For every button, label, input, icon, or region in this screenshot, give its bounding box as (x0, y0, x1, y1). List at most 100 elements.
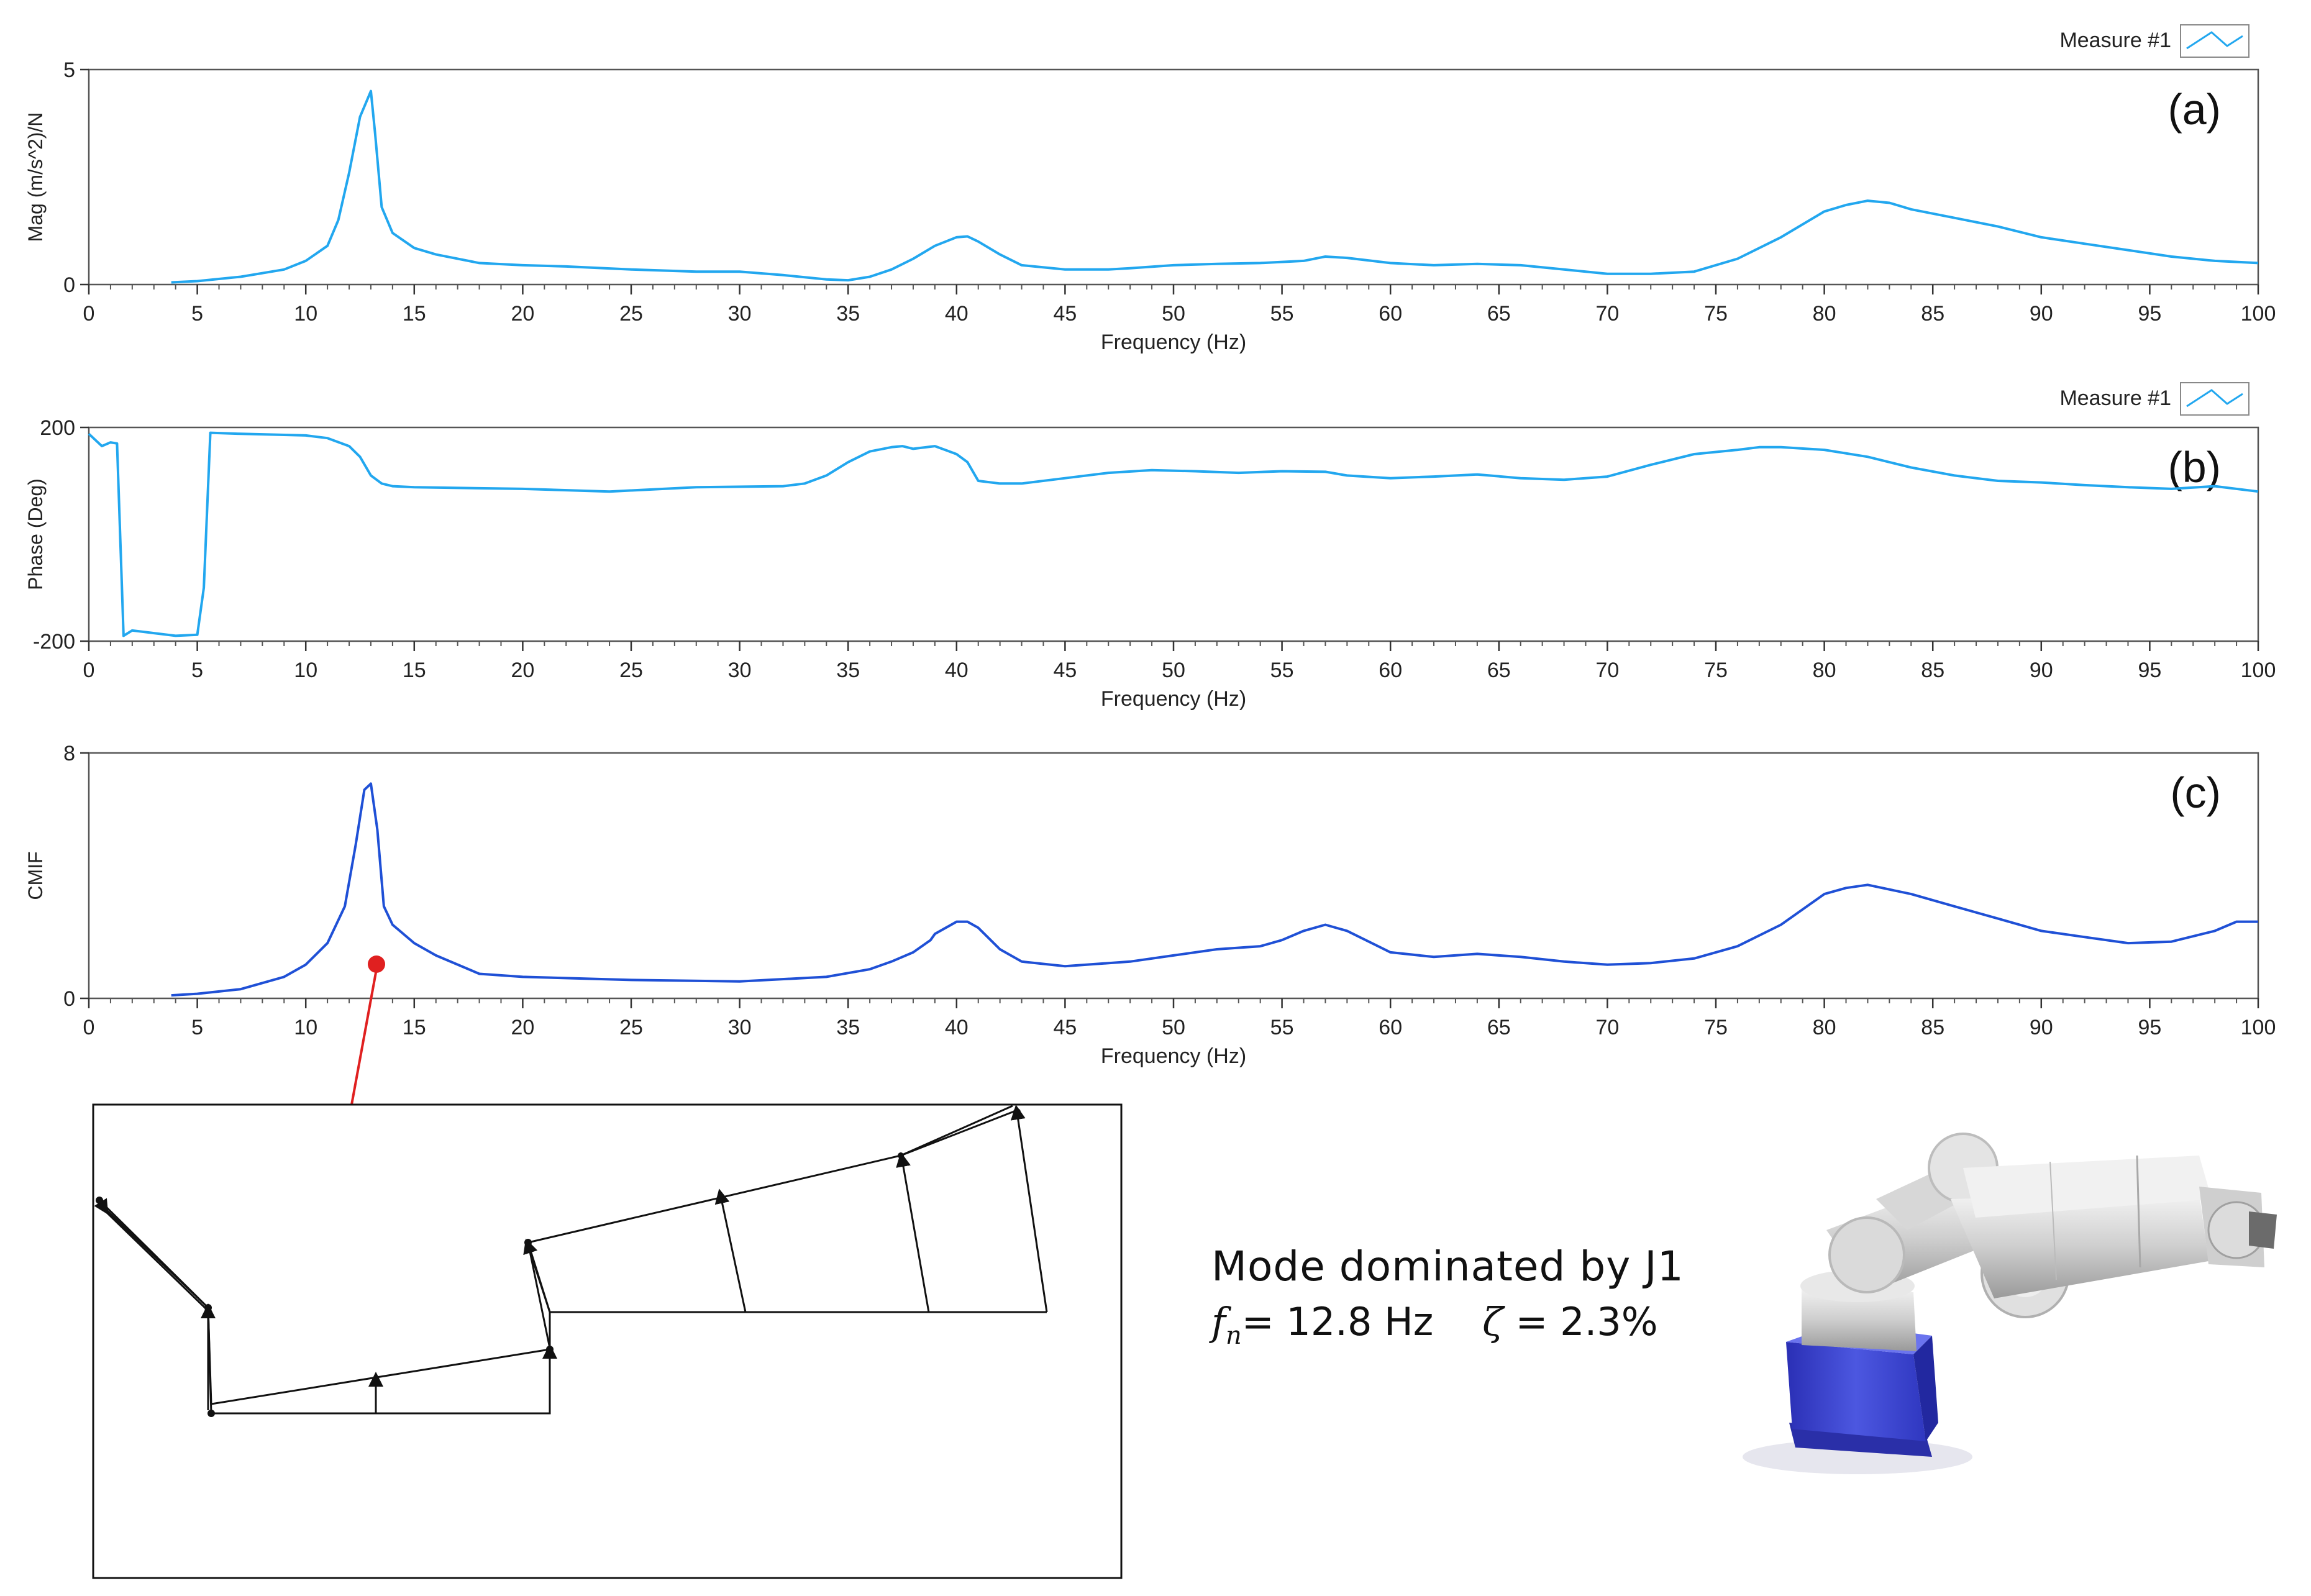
x-tick-label: 70 (1595, 1016, 1619, 1039)
x-tick-label: 90 (2030, 659, 2053, 682)
x-tick-label: 45 (1053, 302, 1077, 326)
x-tick-label: 50 (1162, 302, 1185, 326)
x-tick-label: 60 (1379, 659, 1402, 682)
x-tick-label: 70 (1595, 659, 1619, 682)
y-tick-label: 200 (40, 416, 75, 440)
deformed-tip (900, 1108, 1019, 1157)
x-tick-label: 10 (294, 1016, 317, 1039)
x-tick-label: 50 (1162, 659, 1185, 682)
x-tick-label: 90 (2030, 1016, 2053, 1039)
x-tick-label: 45 (1053, 659, 1077, 682)
series-line (171, 89, 2259, 284)
x-tick-label: 30 (728, 1016, 752, 1039)
plot-area-frame (88, 68, 2259, 286)
x-tick-label: 100 (2241, 1016, 2276, 1039)
zeta-symbol: ζ (1482, 1299, 1503, 1344)
x-tick-label: 35 (836, 302, 860, 326)
x-tick-label: 85 (1921, 302, 1944, 326)
x-tick-label: 50 (1162, 1016, 1185, 1039)
x-tick-label: 95 (2138, 1016, 2161, 1039)
x-tick-label: 65 (1487, 1016, 1511, 1039)
x-tick-label: 70 (1595, 302, 1619, 326)
x-tick-label: 25 (619, 659, 643, 682)
legend-swatch-box (2180, 24, 2249, 58)
fn-subscript: n (1225, 1321, 1242, 1350)
mode-parameters: fn= 12.8 Hz ζ = 2.3% (1211, 1299, 1684, 1350)
series-line (88, 431, 2259, 637)
x-tick-label: 75 (1704, 659, 1728, 682)
x-tick-label: 45 (1053, 1016, 1077, 1039)
x-tick-label: 55 (1270, 659, 1294, 682)
x-tick-label: 95 (2138, 302, 2161, 326)
x-tick-label: 80 (1813, 659, 1836, 682)
x-axis-label: Frequency (Hz) (1101, 1044, 1246, 1068)
x-tick-label: 65 (1487, 659, 1511, 682)
picked-peak-marker[interactable] (368, 955, 385, 973)
disp-arrow-6 (1010, 1105, 1048, 1313)
x-tick-label: 95 (2138, 659, 2161, 682)
x-tick-label: 35 (836, 659, 860, 682)
mode-shape-frame (92, 1103, 1123, 1579)
x-tick-label: 0 (83, 302, 95, 326)
mode-shape-panel (92, 1103, 1123, 1579)
plot-area-frame (88, 752, 2259, 1000)
legend-swatch-box (2180, 382, 2249, 416)
y-axis-label: CMIF (24, 851, 47, 900)
x-tick-label: 60 (1379, 1016, 1402, 1039)
legend-swatch-line (2186, 389, 2243, 408)
x-tick-label: 35 (836, 1016, 860, 1039)
x-tick-label: 30 (728, 302, 752, 326)
x-axis-label: Frequency (Hz) (1101, 687, 1246, 711)
x-tick-label: 90 (2030, 302, 2053, 326)
zeta-value: = 2.3% (1515, 1299, 1658, 1344)
y-tick-label: 0 (63, 273, 75, 297)
x-tick-label: 25 (619, 302, 643, 326)
panel-label: (b) (2167, 443, 2221, 491)
y-tick-label: 8 (63, 742, 75, 765)
x-tick-label: 40 (945, 659, 969, 682)
panel-label: (a) (2167, 85, 2221, 134)
disp-arrow-5 (896, 1152, 930, 1313)
x-tick-label: 75 (1704, 302, 1728, 326)
y-tick-label: 0 (63, 987, 75, 1011)
disp-arrow-3 (523, 1238, 551, 1313)
y-tick-label: -200 (33, 630, 75, 654)
legend-entry-label: Measure #1 (2059, 386, 2171, 410)
chart-panel-1: 0 5 10 15 20 25 30 35 40 45 50 55 60 65 70 75 80 85 90 95 10… (24, 382, 2276, 711)
x-tick-label: 20 (511, 659, 534, 682)
chart-legend: Measure #1 (2059, 382, 2249, 416)
mode-annotation: Mode dominated by J1 fn= 12.8 Hz ζ = 2.3… (1211, 1243, 1684, 1350)
chart-panel-0: 0 5 10 15 20 25 30 35 40 45 50 55 60 65 70 75 80 85 90 95 10… (24, 24, 2276, 354)
x-tick-label: 20 (511, 1016, 534, 1039)
legend-entry-label: Measure #1 (2059, 29, 2171, 52)
panel-label: (c) (2170, 768, 2221, 817)
chart-panel-2: 0 5 10 15 20 25 30 35 40 45 50 55 60 65 70 75 80 85 90 95 10… (24, 742, 2276, 1068)
x-tick-label: 5 (191, 302, 203, 326)
robot-arm-illustration (1743, 1133, 2277, 1474)
x-tick-label: 55 (1270, 1016, 1294, 1039)
x-tick-label: 55 (1270, 302, 1294, 326)
legend-swatch-line (2186, 31, 2243, 50)
x-tick-label: 10 (294, 659, 317, 682)
x-tick-label: 25 (619, 1016, 643, 1039)
chart-legend: Measure #1 (2059, 24, 2249, 58)
x-tick-label: 60 (1379, 302, 1402, 326)
x-tick-label: 20 (511, 302, 534, 326)
x-tick-label: 85 (1921, 1016, 1944, 1039)
mode-nodes (96, 1108, 1021, 1417)
mode-title: Mode dominated by J1 (1211, 1243, 1684, 1290)
x-tick-label: 10 (294, 302, 317, 326)
y-axis-label: Mag (m/s^2)/N (24, 112, 47, 242)
x-tick-label: 5 (191, 659, 203, 682)
fn-value: = 12.8 Hz (1241, 1299, 1434, 1344)
y-tick-label: 5 (63, 58, 75, 82)
x-tick-label: 5 (191, 1016, 203, 1039)
x-tick-label: 100 (2241, 659, 2276, 682)
x-tick-label: 40 (945, 302, 969, 326)
x-tick-label: 15 (403, 1016, 426, 1039)
x-tick-label: 30 (728, 659, 752, 682)
series-line (171, 782, 2258, 997)
x-tick-label: 75 (1704, 1016, 1728, 1039)
fn-symbol: f (1211, 1299, 1226, 1344)
